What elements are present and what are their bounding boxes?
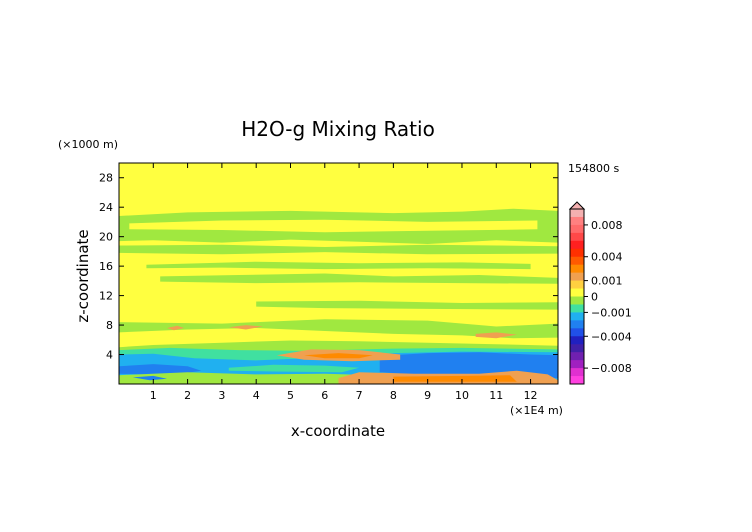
colorbar-tick-label: 0 xyxy=(591,291,598,304)
colorbar-level xyxy=(570,352,584,361)
colorbar-level xyxy=(570,248,584,258)
colorbar xyxy=(568,201,586,385)
x-axis-label: x-coordinate xyxy=(291,422,385,440)
x-tick-label: 9 xyxy=(424,389,431,402)
x-tick-label: 3 xyxy=(218,389,225,402)
contour-region-dark_orange xyxy=(393,375,517,382)
time-label: 154800 s xyxy=(568,162,619,175)
contour-region-cyan xyxy=(228,364,360,373)
colorbar-level xyxy=(570,232,584,242)
colorbar-level xyxy=(570,368,584,377)
colorbar-level xyxy=(570,320,584,329)
colorbar-level xyxy=(570,304,584,313)
y-tick-label: 28 xyxy=(99,172,113,185)
y-tick-label: 16 xyxy=(99,260,113,273)
colorbar-tick-label: 0.001 xyxy=(591,275,623,288)
colorbar-tick-label: 0.008 xyxy=(591,219,623,232)
contour-region-orange xyxy=(475,332,517,339)
y-tick-label: 8 xyxy=(106,319,113,332)
y-axis-label: z-coordinate xyxy=(74,229,92,322)
colorbar-level xyxy=(570,224,584,234)
plot-frame xyxy=(118,162,559,385)
contour-region-yellow xyxy=(119,328,558,348)
y-tick-label: 4 xyxy=(106,349,113,362)
x-tick-label: 5 xyxy=(287,389,294,402)
x-tick-label: 10 xyxy=(455,389,469,402)
colorbar-level xyxy=(570,280,584,290)
colorbar-labels: 0.008 0.004 0.001 0 −0.001 −0.004 −0.008 xyxy=(584,219,632,375)
y-tick-label: 20 xyxy=(99,231,113,244)
colorbar-level xyxy=(570,264,584,274)
y-unit-label: (×1000 m) xyxy=(58,138,118,151)
colorbar-level xyxy=(570,240,584,250)
x-tick-label: 1 xyxy=(150,389,157,402)
chart-title: H2O-g Mixing Ratio xyxy=(241,117,435,141)
x-tick-label: 7 xyxy=(356,389,363,402)
colorbar-level xyxy=(570,312,584,321)
contour-region-blue xyxy=(132,375,167,381)
contour-region-yellow xyxy=(129,219,538,233)
colorbar-level xyxy=(570,256,584,266)
colorbar-tick-label: −0.004 xyxy=(591,330,632,343)
contour-region-green xyxy=(160,273,558,284)
x-tick-label: 12 xyxy=(524,389,538,402)
y-tick-label: 24 xyxy=(99,201,113,214)
colorbar-level xyxy=(570,209,584,218)
colorbar-level xyxy=(570,216,584,226)
colorbar-level xyxy=(570,296,584,305)
contour-region-orange xyxy=(167,325,185,331)
contour-region-green xyxy=(119,372,377,383)
x-unit-label: (×1E4 m) xyxy=(510,404,563,417)
x-tick-label: 6 xyxy=(321,389,328,402)
colorbar-level xyxy=(570,344,584,353)
contour-region-blue xyxy=(119,364,202,376)
contour-region-green xyxy=(119,244,558,255)
y-axis-ticks: 4 8 12 16 20 24 28 xyxy=(99,172,558,362)
contour-region-dark_orange xyxy=(304,353,373,359)
colorbar-over-arrow xyxy=(568,201,586,210)
contour-region-orange xyxy=(228,325,263,330)
contour-regions xyxy=(119,208,558,384)
x-tick-label: 4 xyxy=(253,389,260,402)
x-tick-label: 2 xyxy=(184,389,191,402)
x-axis-ticks: 1 2 3 4 5 6 7 8 9 10 11 12 xyxy=(150,163,538,402)
x-tick-label: 8 xyxy=(390,389,397,402)
x-tick-label: 11 xyxy=(489,389,503,402)
colorbar-level xyxy=(570,272,584,282)
colorbar-tick-label: −0.001 xyxy=(591,306,632,319)
contour-region-green xyxy=(146,261,531,270)
y-tick-label: 12 xyxy=(99,290,113,303)
colorbar-level xyxy=(570,360,584,369)
colorbar-tick-label: −0.008 xyxy=(591,362,632,375)
colorbar-level xyxy=(570,376,584,385)
colorbar-tick-label: 0.004 xyxy=(591,251,623,264)
colorbar-level xyxy=(570,288,584,297)
colorbar-level xyxy=(570,328,584,337)
contour-region-green xyxy=(256,300,558,310)
colorbar-level xyxy=(570,336,584,345)
